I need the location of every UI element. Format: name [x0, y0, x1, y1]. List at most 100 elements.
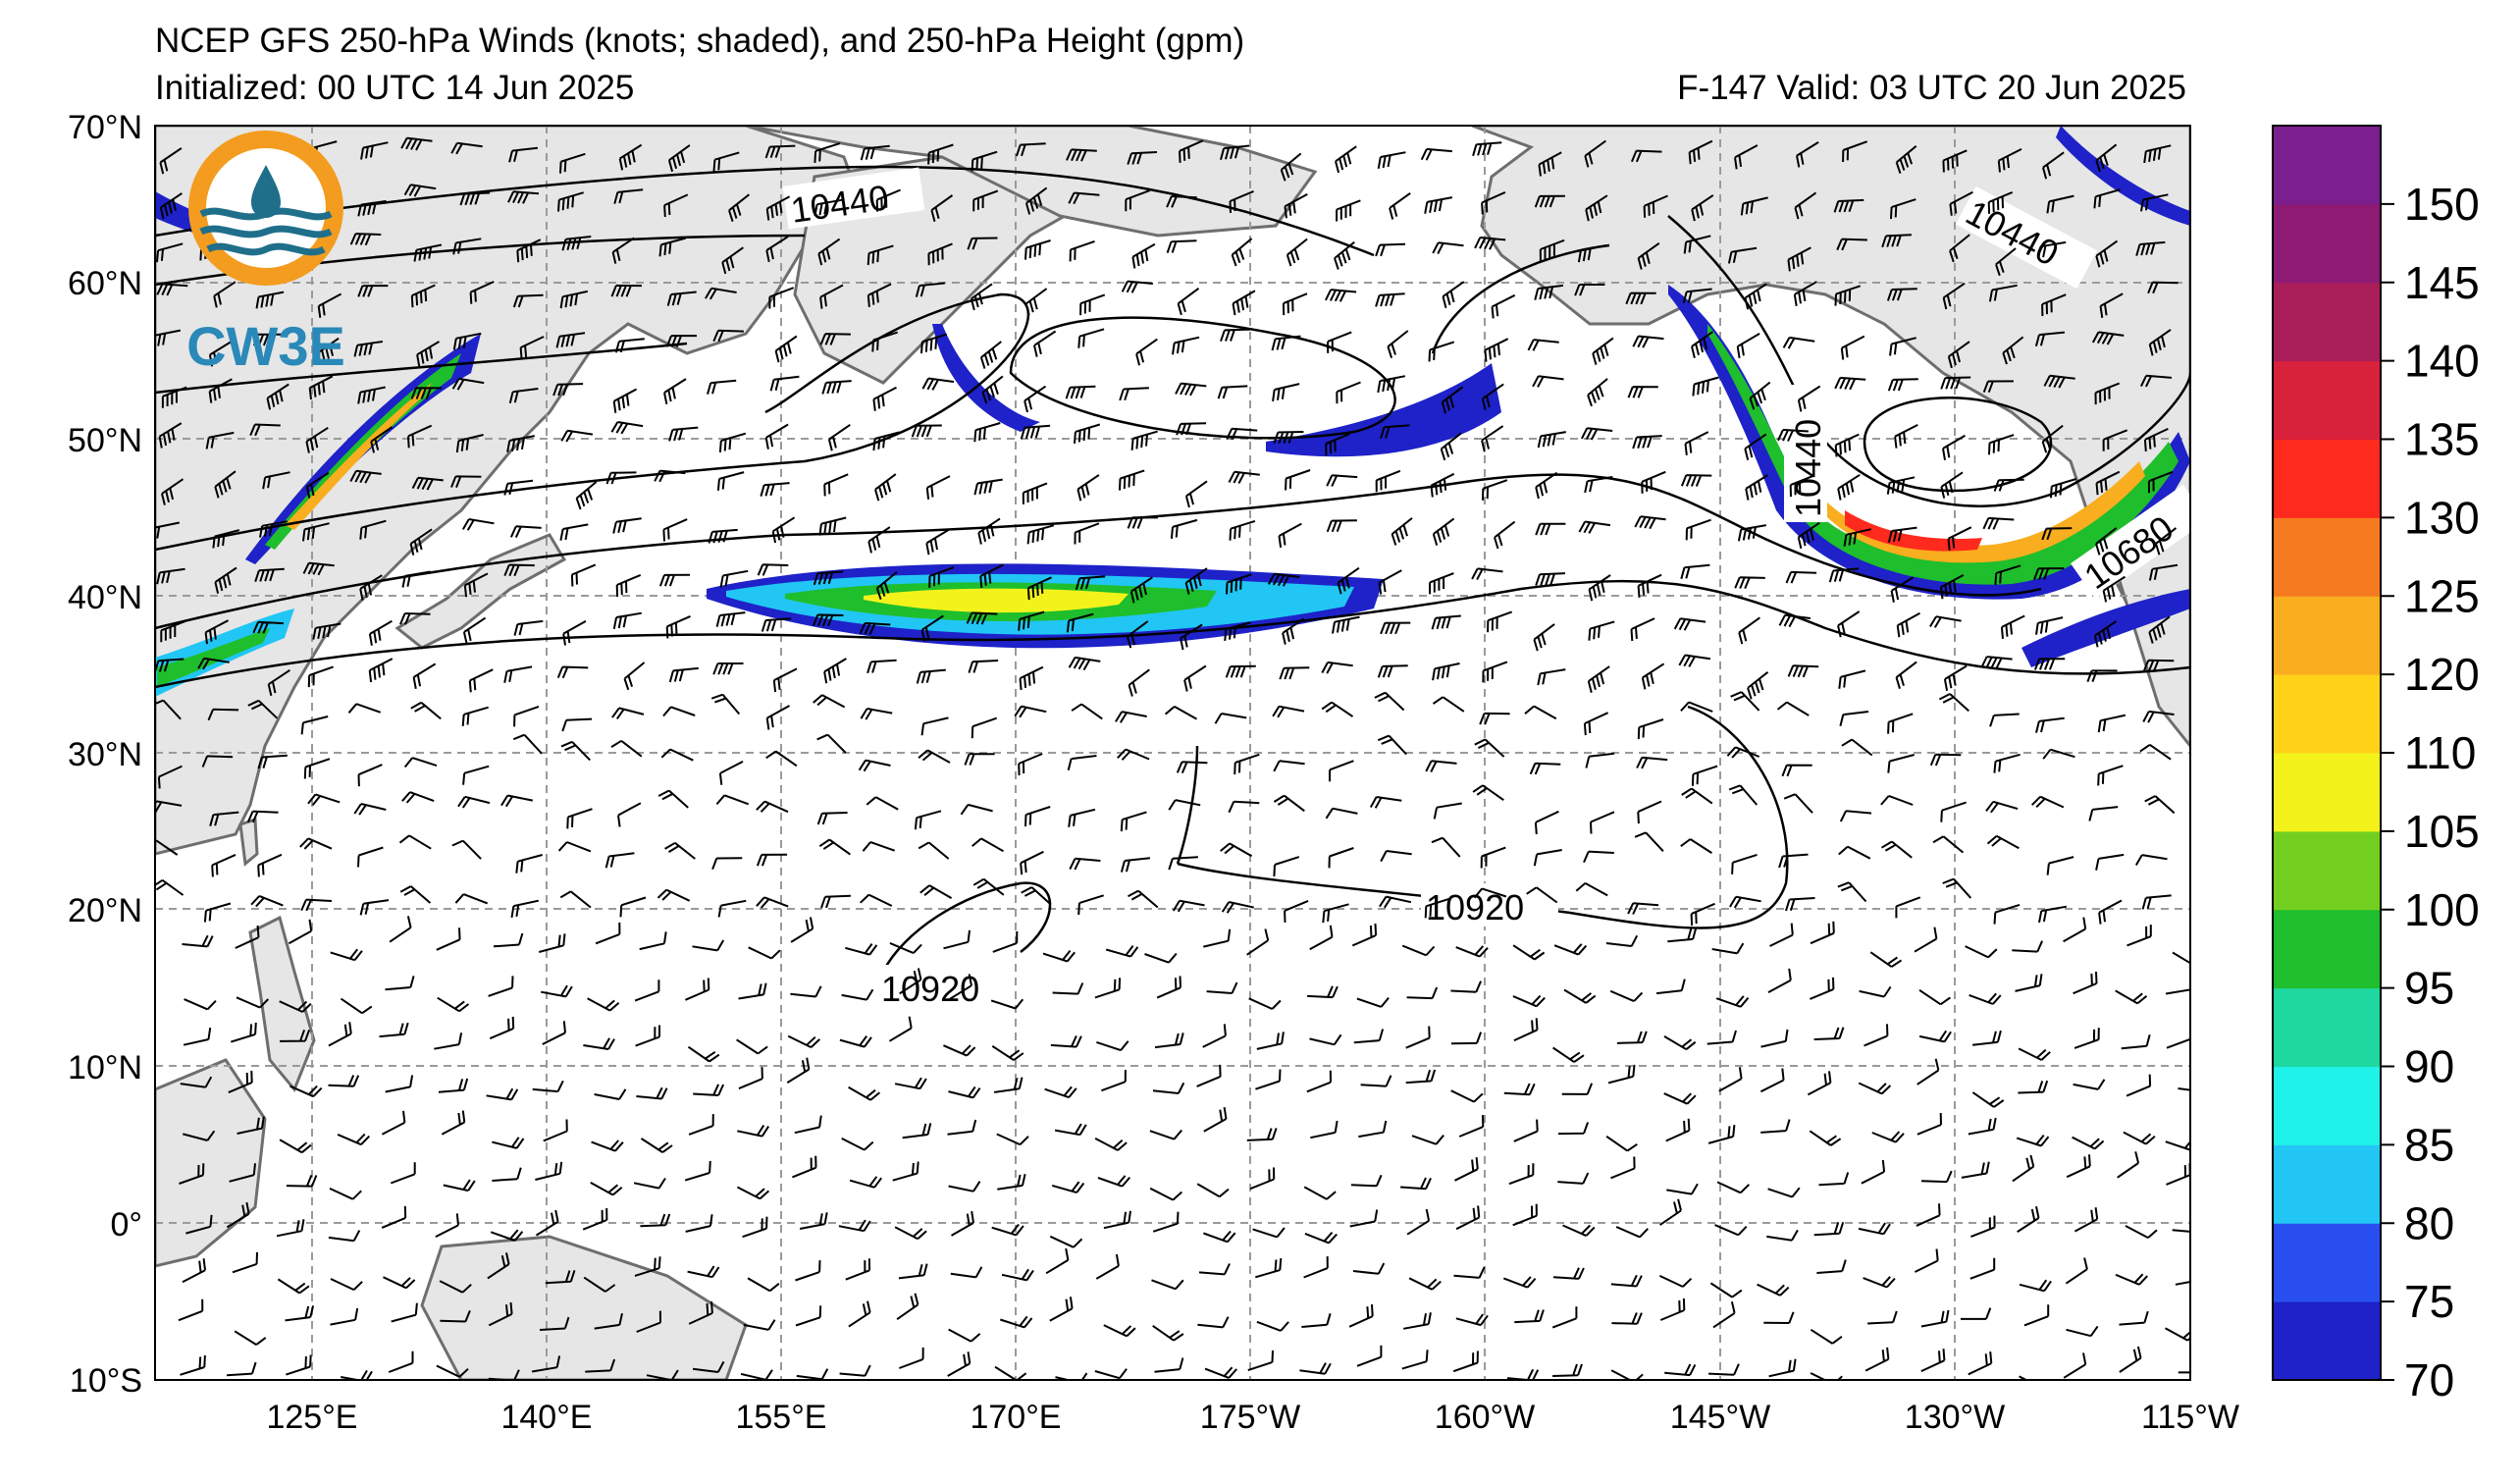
wind-barb — [1248, 997, 1282, 1010]
wind-barb — [1220, 842, 1253, 858]
wind-barb — [1777, 428, 1809, 442]
wind-barb — [1431, 836, 1461, 858]
wind-barb — [252, 620, 285, 634]
wind-barb — [1895, 896, 1921, 919]
wind-barb — [816, 812, 848, 825]
wind-barb — [1442, 281, 1465, 308]
wind-barb — [1988, 434, 2015, 455]
wind-barb — [1939, 574, 1965, 600]
wind-barb — [399, 885, 432, 904]
wind-barb — [928, 566, 955, 588]
wind-barb — [1224, 621, 1251, 642]
wind-barb — [1938, 693, 1969, 713]
wind-barb — [1401, 1350, 1429, 1370]
wind-barb — [1428, 341, 1455, 362]
wind-barb — [663, 193, 689, 218]
wind-barb — [305, 471, 330, 499]
wind-barb — [1810, 977, 1835, 1000]
wind-barb — [1280, 152, 1302, 182]
wind-barb — [300, 898, 333, 912]
wind-barb — [1234, 753, 1260, 775]
wind-barb — [1152, 1324, 1184, 1342]
wind-barb — [668, 426, 699, 442]
wind-barb — [461, 706, 489, 726]
wind-barb — [839, 1035, 872, 1048]
wind-barb — [1993, 753, 2021, 773]
colorbar-swatch — [2273, 909, 2381, 989]
wind-barb — [2093, 188, 2121, 209]
wind-barb — [2172, 951, 2190, 965]
lon-label: 130°W — [1905, 1399, 2005, 1436]
wind-barb — [1730, 691, 1760, 712]
colorbar-swatch — [2273, 830, 2381, 911]
wind-barb — [740, 1369, 773, 1380]
wind-barb — [507, 190, 540, 204]
wind-barb — [1585, 194, 1608, 222]
wind-barb — [1749, 381, 1771, 410]
wind-barb — [1767, 1187, 1801, 1198]
wind-barb — [1537, 668, 1566, 686]
wind-barb — [214, 470, 236, 499]
wind-barb — [1304, 1232, 1338, 1245]
wind-barb — [1247, 1350, 1274, 1372]
wind-barb — [1491, 293, 1516, 319]
wind-barb — [712, 329, 744, 343]
wind-barb — [179, 1163, 205, 1185]
wind-barb — [1588, 574, 1611, 602]
wind-barb — [612, 611, 642, 629]
wind-barb — [866, 796, 899, 811]
wind-barb — [1487, 610, 1513, 633]
wind-barb — [492, 1167, 522, 1182]
wind-barb — [2123, 1131, 2156, 1145]
wind-barb — [1303, 1186, 1337, 1200]
wind-barb — [1349, 1209, 1379, 1228]
wind-barb — [2012, 940, 2044, 953]
wind-barb — [1484, 338, 1509, 362]
wind-barb — [1734, 576, 1765, 589]
wind-barb — [353, 341, 384, 357]
wind-barb — [1494, 520, 1516, 550]
wind-barb — [591, 1139, 624, 1152]
wind-barb — [1605, 1135, 1638, 1152]
wind-barb — [583, 1276, 616, 1293]
wind-barb — [359, 574, 383, 601]
wind-barb — [1214, 713, 1247, 724]
wind-barb — [971, 150, 998, 172]
wind-barb — [972, 189, 999, 212]
wind-barb — [1965, 945, 1998, 959]
colorbar-tick-label: 90 — [2404, 1041, 2454, 1092]
wind-barb — [1377, 734, 1407, 756]
wind-barb — [920, 333, 948, 354]
colorbar-swatch — [2273, 203, 2381, 284]
wind-barb — [623, 662, 646, 691]
wind-barb — [841, 988, 874, 1001]
wind-barb — [512, 733, 543, 755]
wind-barb — [1610, 1369, 1644, 1380]
wind-barb — [1026, 576, 1052, 601]
wind-barb — [1052, 982, 1084, 995]
colorbar-frame — [2272, 125, 2382, 1381]
wind-barb — [1745, 474, 1768, 501]
wind-barb — [2002, 336, 2024, 365]
wind-barb — [1351, 923, 1378, 947]
wind-barb — [1636, 756, 1668, 769]
wind-barb — [1641, 662, 1665, 690]
wind-barb — [2143, 144, 2172, 164]
wind-barb — [1232, 290, 1256, 316]
wind-barb — [981, 375, 1004, 404]
wind-barb — [1737, 524, 1766, 542]
wind-barb — [379, 1022, 409, 1038]
wind-barb — [1105, 945, 1139, 958]
wind-barb — [663, 378, 687, 404]
wind-barb — [1575, 882, 1608, 897]
wind-barb — [488, 1301, 513, 1327]
wind-barb — [515, 854, 543, 874]
wind-barb — [360, 141, 389, 160]
wind-barb — [790, 917, 814, 943]
wind-barb — [1673, 617, 1706, 631]
wind-barb — [1796, 141, 1819, 168]
wind-barb — [1842, 140, 1868, 163]
wind-barb — [818, 838, 851, 856]
wind-barb — [1117, 748, 1150, 761]
wind-barb — [947, 1119, 977, 1136]
